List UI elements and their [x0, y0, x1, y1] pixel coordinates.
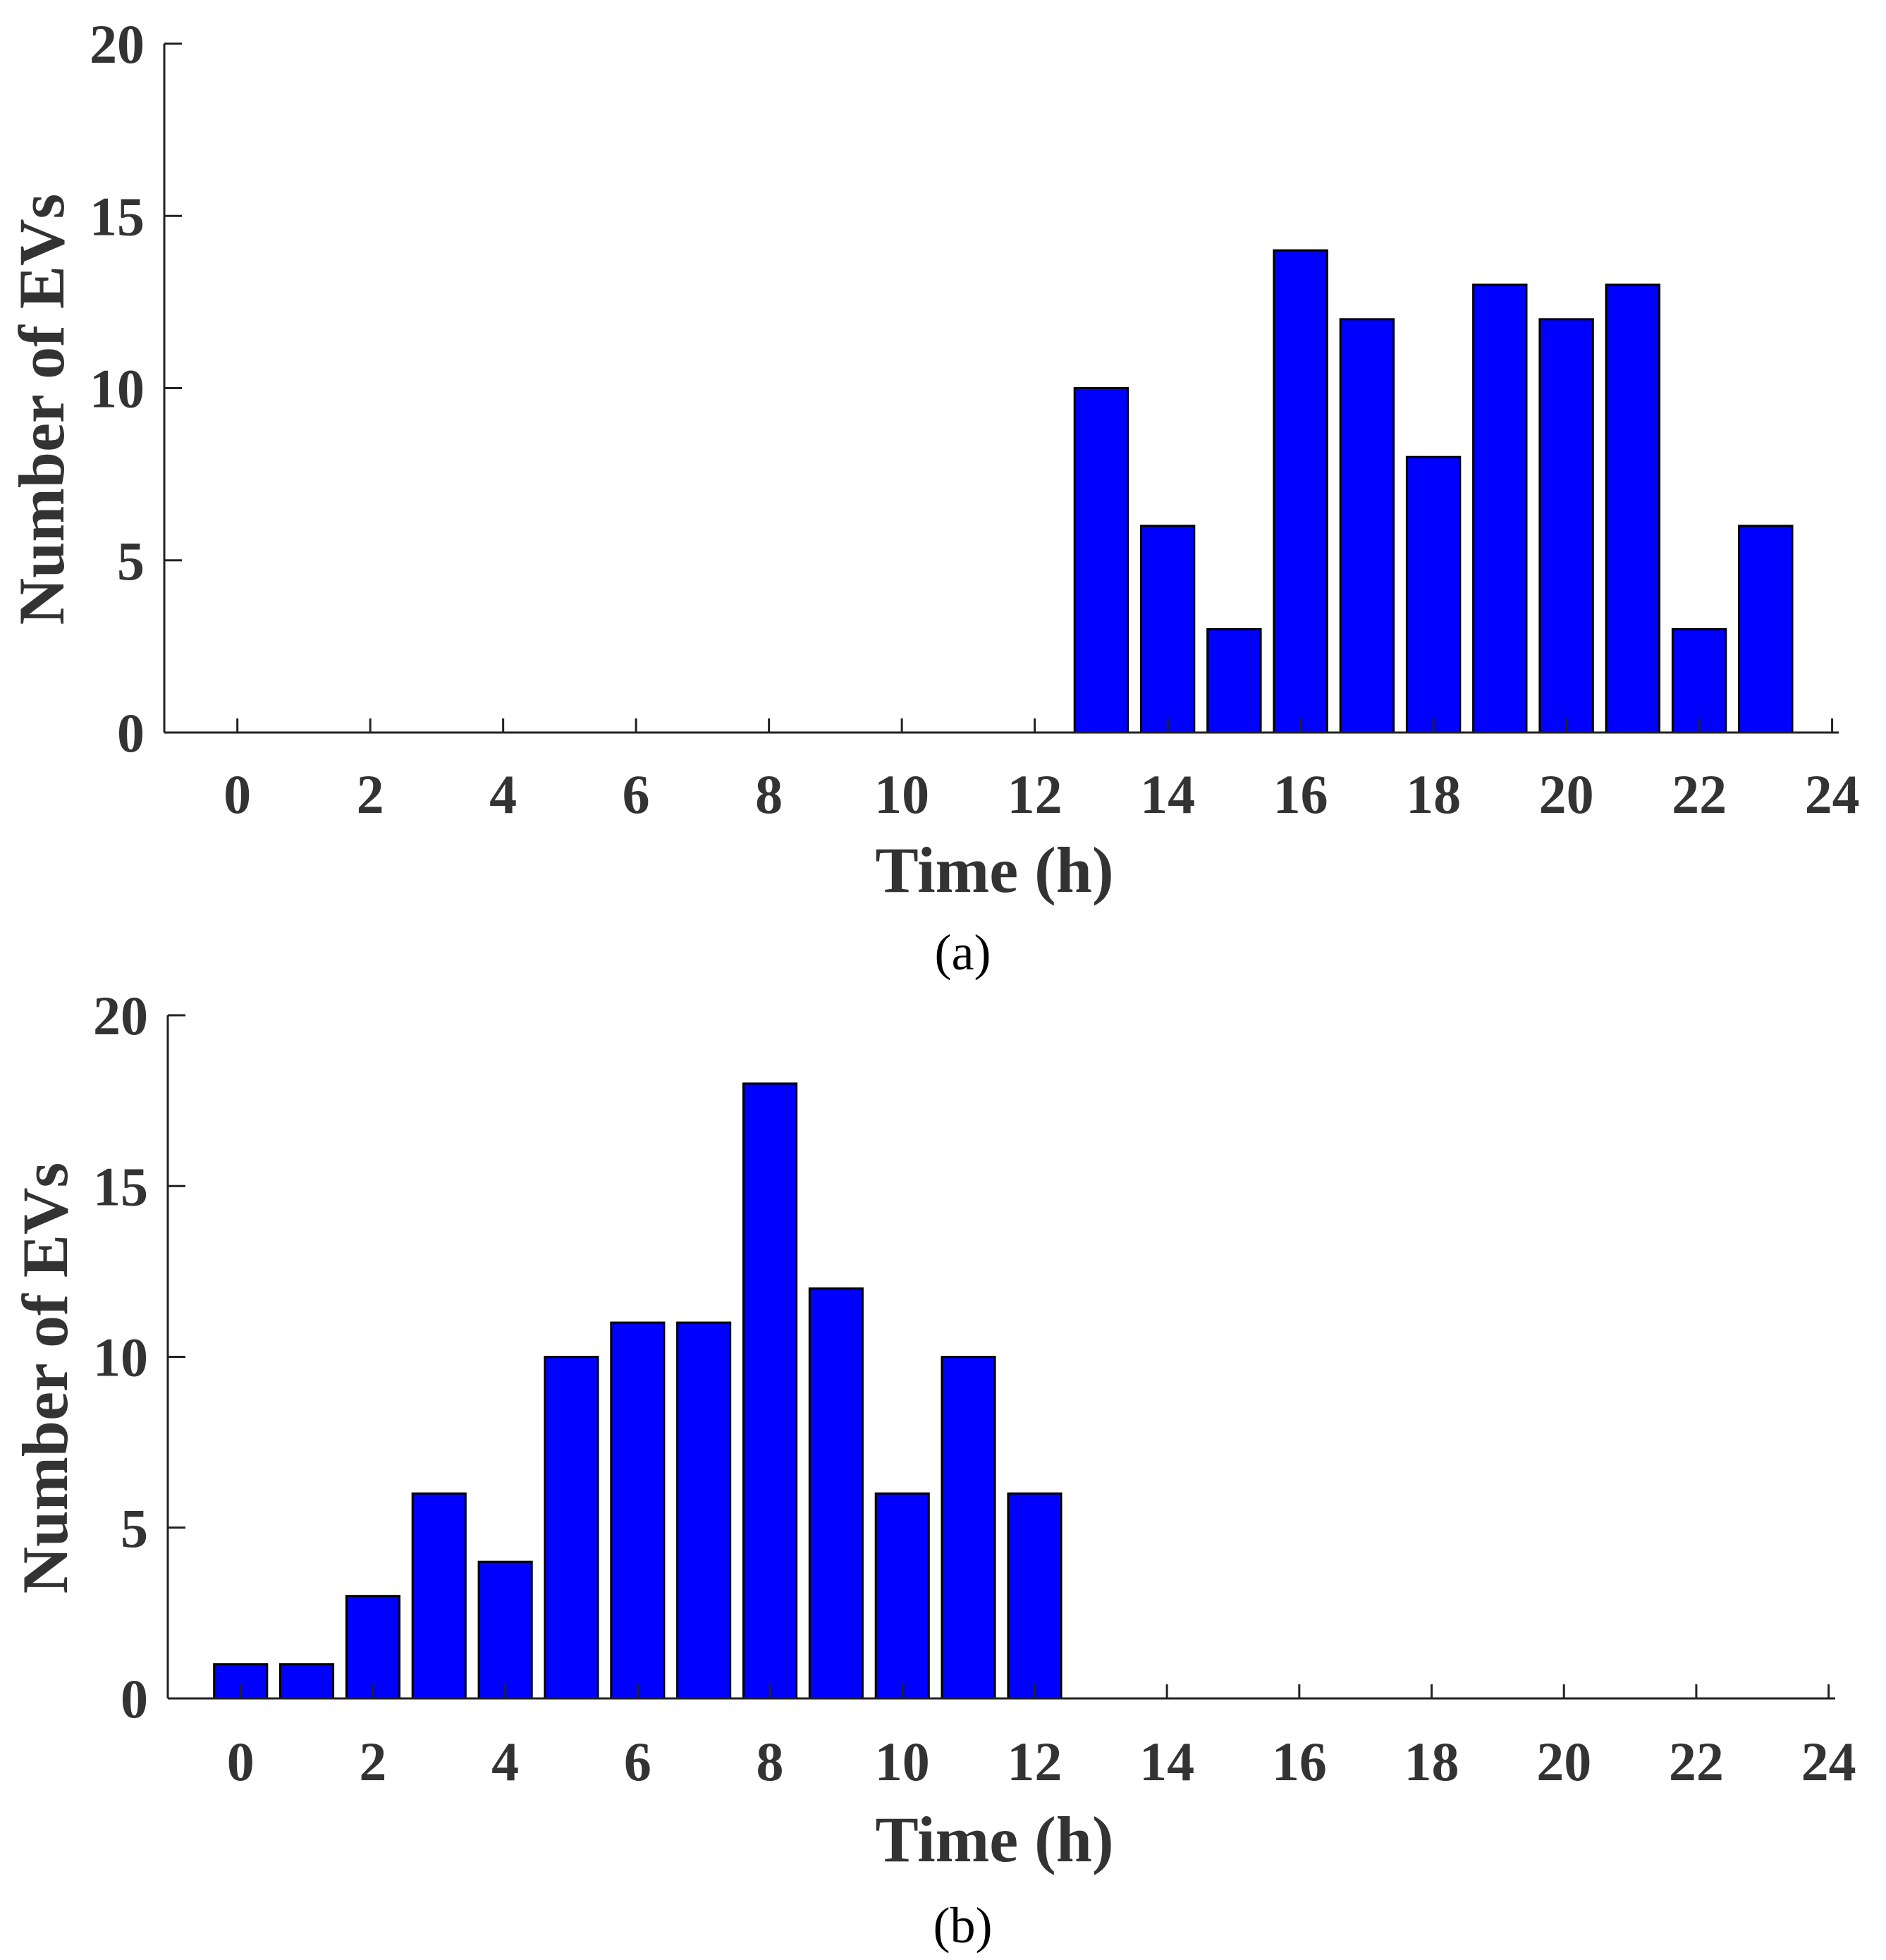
bar-3h — [411, 1492, 467, 1700]
y-tick-label: 0 — [121, 1668, 148, 1729]
x-tick-label: 6 — [624, 1731, 651, 1792]
x-tick-label: 8 — [757, 1731, 784, 1792]
bar-21h — [1605, 283, 1661, 734]
y-tick-label: 15 — [90, 185, 145, 247]
x-tick-label: 8 — [755, 764, 783, 825]
bar-17h — [1339, 318, 1395, 734]
x-tick-label: 14 — [1140, 764, 1195, 825]
x-tick-label: 18 — [1404, 1731, 1459, 1792]
x-tick-label: 10 — [875, 1731, 930, 1792]
bar-12h — [1007, 1492, 1063, 1700]
y-tick-label: 20 — [90, 13, 145, 75]
bar-10h — [874, 1492, 930, 1700]
x-tick-label: 24 — [1805, 764, 1860, 825]
y-tick-label: 15 — [93, 1156, 148, 1217]
bar-14h — [1139, 525, 1196, 734]
x-tick-label: 12 — [1008, 764, 1063, 825]
x-tick-label: 4 — [489, 764, 517, 825]
y-tick-label: 20 — [93, 985, 148, 1046]
bar-9h — [808, 1287, 864, 1700]
bar-2h — [345, 1595, 400, 1700]
bar-19h — [1472, 283, 1528, 734]
y-tick-label: 5 — [117, 530, 145, 592]
y-tick-label: 10 — [90, 358, 145, 419]
x-tick-label: 14 — [1139, 1731, 1194, 1792]
bar-5h — [544, 1356, 599, 1700]
bar-16h — [1273, 249, 1328, 734]
x-axis-title: Time (h) — [875, 1803, 1113, 1875]
bar-15h — [1206, 628, 1262, 734]
y-tick-label: 5 — [121, 1497, 148, 1559]
panel-caption: (a) — [935, 924, 991, 981]
x-tick-label: 24 — [1801, 1731, 1856, 1792]
bar-7h — [676, 1321, 732, 1700]
bar-20h — [1538, 318, 1594, 734]
bar-23h — [1738, 525, 1794, 734]
y-axis-title: Number of EVs — [9, 1163, 81, 1594]
x-tick-label: 10 — [874, 764, 929, 825]
x-tick-label: 22 — [1672, 764, 1727, 825]
y-axis-title: Number of EVs — [6, 194, 78, 625]
x-tick-label: 20 — [1536, 1731, 1591, 1792]
x-tick-label: 22 — [1669, 1731, 1724, 1792]
bar-6h — [610, 1321, 666, 1700]
bar-1h — [279, 1663, 335, 1700]
y-tick-label: 10 — [93, 1327, 148, 1388]
bar-13h — [1073, 387, 1129, 734]
x-axis-title: Time (h) — [875, 834, 1113, 906]
x-tick-label: 20 — [1539, 764, 1594, 825]
x-tick-label: 2 — [359, 1731, 386, 1792]
x-tick-label: 4 — [491, 1731, 519, 1792]
x-tick-label: 18 — [1406, 764, 1461, 825]
x-tick-label: 16 — [1272, 1731, 1327, 1792]
bar-11h — [941, 1356, 996, 1700]
bar-22h — [1671, 628, 1727, 734]
x-tick-label: 12 — [1007, 1731, 1062, 1792]
y-tick-label: 0 — [117, 702, 145, 764]
bar-8h — [742, 1082, 798, 1700]
bar-4h — [477, 1560, 533, 1700]
panel-caption: (b) — [933, 1897, 993, 1954]
x-tick-label: 16 — [1273, 764, 1328, 825]
bar-18h — [1405, 455, 1462, 734]
x-tick-label: 2 — [357, 764, 384, 825]
x-tick-label: 0 — [223, 764, 251, 825]
x-tick-label: 0 — [227, 1731, 255, 1792]
x-tick-label: 6 — [623, 764, 650, 825]
